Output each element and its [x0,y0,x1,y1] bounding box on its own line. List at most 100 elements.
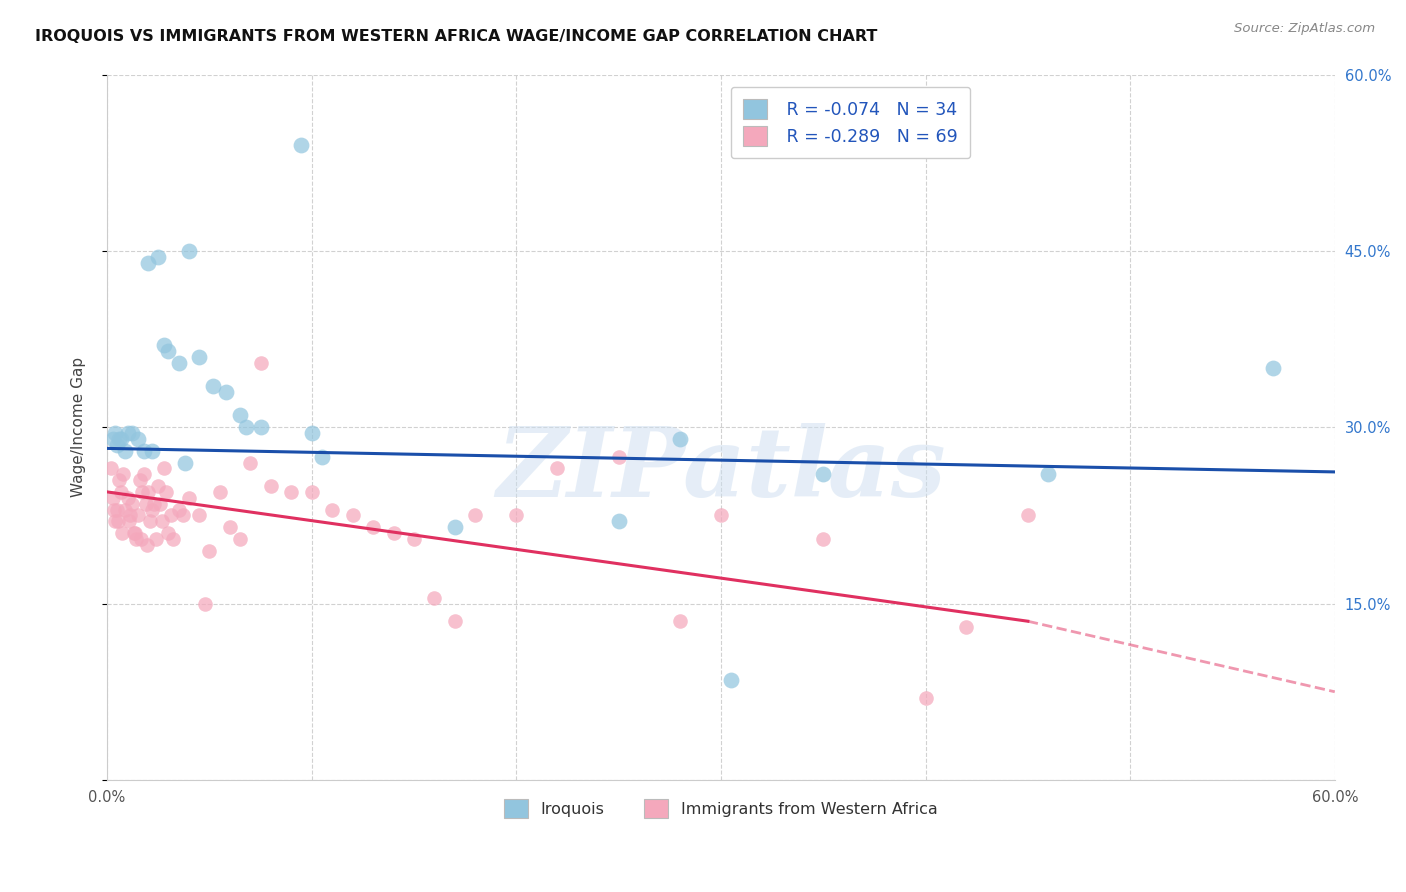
Legend: Iroquois, Immigrants from Western Africa: Iroquois, Immigrants from Western Africa [498,793,945,825]
Point [141,502,163,516]
Point [122,526,145,541]
Point [720,673,742,687]
Point [136,255,159,269]
Point [361,520,384,534]
Point [110,484,132,499]
Point [105,502,128,516]
Point [135,497,157,511]
Point [141,443,163,458]
Point [955,620,977,634]
Point [1263,361,1285,376]
Point [127,508,149,523]
Point [249,420,271,434]
Point [107,514,129,528]
Point [235,420,257,434]
Point [1017,508,1039,523]
Point [423,591,446,605]
Point [402,532,425,546]
Point [131,484,153,499]
Point [301,484,323,499]
Point [290,138,312,153]
Point [132,443,155,458]
Point [121,497,143,511]
Point [167,502,190,516]
Point [914,690,936,705]
Point [117,426,139,441]
Point [108,432,131,446]
Point [103,432,125,446]
Text: ZIPatlas: ZIPatlas [496,423,946,516]
Point [114,502,136,516]
Point [546,461,568,475]
Point [177,491,200,505]
Point [129,532,152,546]
Point [104,514,127,528]
Point [669,432,692,446]
Point [444,520,467,534]
Text: IROQUOIS VS IMMIGRANTS FROM WESTERN AFRICA WAGE/INCOME GAP CORRELATION CHART: IROQUOIS VS IMMIGRANTS FROM WESTERN AFRI… [35,29,877,44]
Point [229,409,252,423]
Point [710,508,733,523]
Point [112,467,135,482]
Point [121,426,143,441]
Point [103,502,125,516]
Point [177,244,200,258]
Point [607,450,630,464]
Point [239,456,262,470]
Point [813,467,835,482]
Point [157,526,180,541]
Point [145,532,167,546]
Point [117,491,139,505]
Point [110,432,132,446]
Point [118,508,141,523]
Text: Source: ZipAtlas.com: Source: ZipAtlas.com [1234,22,1375,36]
Point [128,473,150,487]
Y-axis label: Wage/Income Gap: Wage/Income Gap [72,357,86,498]
Point [229,532,252,546]
Point [208,484,231,499]
Point [607,514,630,528]
Point [194,597,217,611]
Point [127,432,149,446]
Point [136,538,159,552]
Point [260,479,283,493]
Point [149,497,172,511]
Point [114,443,136,458]
Point [125,532,148,546]
Point [139,514,162,528]
Point [1038,467,1060,482]
Point [108,473,131,487]
Point [150,514,173,528]
Point [117,514,139,528]
Point [669,614,692,628]
Point [136,484,159,499]
Point [167,355,190,369]
Point [215,384,238,399]
Point [148,250,170,264]
Point [342,508,364,523]
Point [172,508,194,523]
Point [249,355,271,369]
Point [301,426,323,441]
Point [159,508,181,523]
Point [100,461,122,475]
Point [105,438,128,452]
Point [153,338,176,352]
Point [218,520,240,534]
Point [153,461,176,475]
Point [813,532,835,546]
Point [280,484,302,499]
Point [143,497,166,511]
Point [444,614,467,628]
Point [111,526,134,541]
Point [382,526,405,541]
Point [464,508,486,523]
Point [198,543,221,558]
Point [505,508,527,523]
Point [188,508,211,523]
Point [157,343,180,358]
Point [103,491,125,505]
Point [173,456,195,470]
Point [124,526,146,541]
Point [155,484,177,499]
